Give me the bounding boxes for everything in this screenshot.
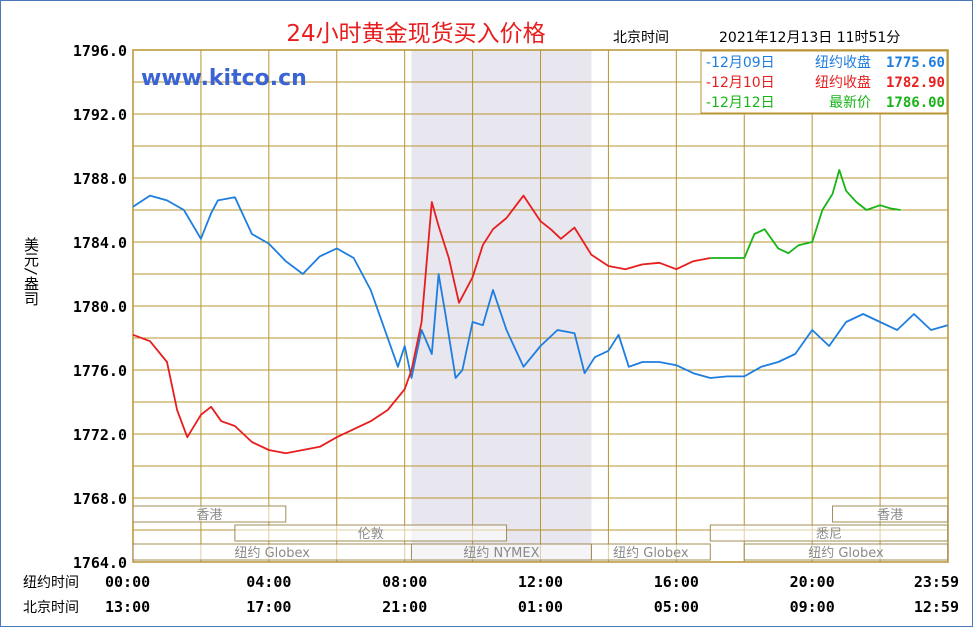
y-tick-label: 1764.0 <box>73 554 127 572</box>
x-tick-label-bj: 17:00 <box>246 598 291 616</box>
x-tick-label-bj: 05:00 <box>654 598 699 616</box>
x-tick-label-bj: 13:00 <box>105 598 150 616</box>
session-bar <box>743 543 949 561</box>
x-tick-label-ny: 08:00 <box>382 573 427 591</box>
session-label: 纽约 Globex <box>613 546 689 561</box>
legend-date: -12月09日 <box>706 55 775 71</box>
series-lines <box>132 169 948 455</box>
x-tick-label-bj: 21:00 <box>382 598 427 616</box>
series-line-12月09日 <box>132 194 948 379</box>
x-tick-labels: 00:00 04:00 08:00 12:00 16:00 20:00 23:59 13:00… <box>105 573 959 616</box>
y-tick-labels: 1764.0 1768.0 1772.0 1776.0 1780.0 1784.0 1788… <box>73 42 127 572</box>
legend-value: 1775.60 <box>886 55 945 71</box>
x-tick-label-ny: 16:00 <box>654 573 699 591</box>
session-bar <box>132 505 287 523</box>
y-tick-label: 1772.0 <box>73 426 127 444</box>
y-tick-label: 1796.0 <box>73 42 127 60</box>
x-tick-label-ny: 00:00 <box>105 573 150 591</box>
series-line-12月12日 <box>710 169 901 259</box>
x-tick-label-bj: 01:00 <box>518 598 563 616</box>
session-label: 香港 <box>877 508 903 523</box>
y-tick-label: 1788.0 <box>73 170 127 188</box>
timestamp: 2021年12月13日 11时51分 <box>719 30 900 46</box>
legend-value: 1786.00 <box>886 95 945 111</box>
x-tick-label-ny: 20:00 <box>790 573 835 591</box>
legend-value: 1782.90 <box>886 75 945 91</box>
y-tick-label: 1768.0 <box>73 490 127 508</box>
x-tick-label-ny: 04:00 <box>246 573 291 591</box>
y-tick-label: 1792.0 <box>73 106 127 124</box>
legend-date: -12月10日 <box>706 75 775 91</box>
session-label: 纽约 Globex <box>234 546 310 561</box>
legend-box <box>700 50 948 114</box>
x-tick-label-bj: 12:59 <box>914 598 959 616</box>
x-row-label-ny: 纽约时间 <box>23 575 79 591</box>
legend: -12月09日 纽约收盘 1775.60-12月10日 纽约收盘 1782.90-12月… <box>700 50 948 114</box>
x-tick-label-bj: 09:00 <box>790 598 835 616</box>
watermark: www.kitco.cn <box>141 66 307 91</box>
chart-title: 24小时黄金现货买入价格 <box>286 21 545 47</box>
session-bar <box>709 524 949 542</box>
session-label: 纽约 Globex <box>808 546 884 561</box>
session-label: 悉尼 <box>816 527 842 542</box>
y-tick-label: 1780.0 <box>73 298 127 316</box>
session-label: 纽约 NYMEX <box>463 546 539 561</box>
x-tick-label-ny: 23:59 <box>914 573 959 591</box>
session-bar <box>590 543 711 561</box>
y-tick-label: 1776.0 <box>73 362 127 380</box>
series-line-12月10日 <box>132 194 711 455</box>
session-label: 伦敦 <box>358 526 384 542</box>
x-tick-label-ny: 12:00 <box>518 573 563 591</box>
plot-border <box>132 49 949 563</box>
y-axis-label: 美元/盎司 <box>22 237 40 306</box>
legend-label: 最新价 <box>829 95 871 111</box>
y-tick-label: 1784.0 <box>73 234 127 252</box>
grid-lines <box>132 49 949 563</box>
legend-label: 纽约收盘 <box>815 54 871 71</box>
session-bar <box>832 505 949 523</box>
timezone-label: 北京时间 <box>613 30 669 46</box>
legend-date: -12月12日 <box>706 95 775 111</box>
x-row-label-bj: 北京时间 <box>23 600 79 616</box>
session-label: 香港 <box>196 508 222 523</box>
legend-label: 纽约收盘 <box>815 74 871 91</box>
y-axis-title: 美元/盎司 <box>22 237 40 306</box>
session-bar <box>234 524 508 542</box>
